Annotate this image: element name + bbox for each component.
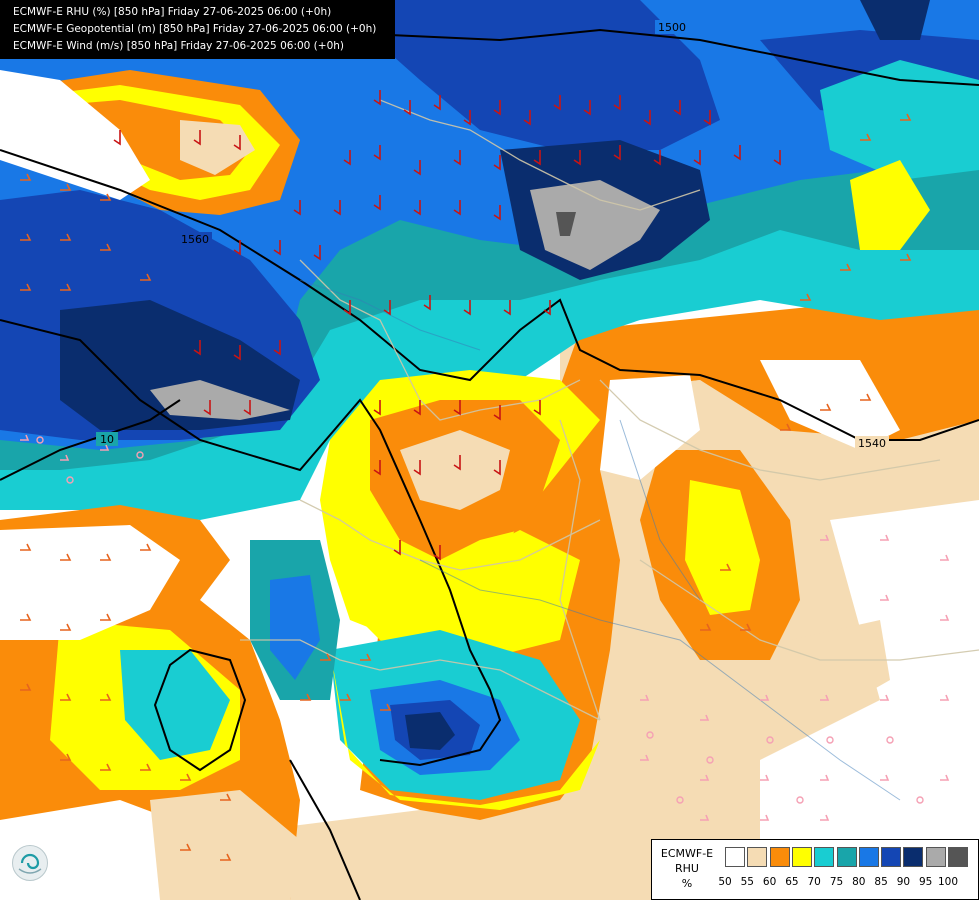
contour-southwest-edge xyxy=(289,759,361,900)
rhu-zone-75-east-finger xyxy=(820,60,979,180)
contour-1560 xyxy=(0,149,979,441)
rivers xyxy=(299,279,901,801)
rhu-zone-90-northeast xyxy=(860,0,930,40)
title-line-geopotential: ECMWF-E Geopotential (m) [850 hPa] Frida… xyxy=(13,23,377,35)
rhu-zone-95-north-c xyxy=(530,180,660,270)
rhu-zone-55-southwest xyxy=(150,790,300,900)
rhu-zone-65-east-blob xyxy=(685,480,760,615)
rhu-zone-95-northwest xyxy=(150,380,290,420)
title-line-rhu: ECMWF-E RHU (%) [850 hPa] Friday 27-06-2… xyxy=(13,6,332,18)
title-line-wind: ECMWF-E Wind (m/s) [850 hPa] Friday 27-0… xyxy=(13,40,345,52)
contour-label-1540: 1540 xyxy=(858,437,886,450)
rhu-zone-65-central-south xyxy=(350,530,580,660)
contour-label-10: 10 xyxy=(100,433,114,446)
map-title-box: ECMWF-E RHU (%) [850 hPa] Friday 27-06-2… xyxy=(0,0,395,59)
rhu-zone-55-southeast xyxy=(780,620,890,720)
legend-tick-label: 70 xyxy=(807,876,821,888)
rhu-zone-65-east-spot xyxy=(850,160,930,250)
rhu-zone-50-southwest xyxy=(0,525,180,640)
legend-swatch xyxy=(948,847,968,867)
legend-swatch xyxy=(725,847,745,867)
rhu-zone-100-north-c xyxy=(556,212,576,236)
rhu-zone-50-northwest xyxy=(0,70,150,200)
legend-tick-label: 95 xyxy=(919,876,933,888)
legend-model: ECMWF-E xyxy=(660,847,714,860)
wind-barbs xyxy=(20,90,950,861)
legend-tick-label: 90 xyxy=(896,876,911,888)
contour-1500 xyxy=(389,28,979,86)
legend-label: ECMWF-E RHU % xyxy=(652,846,722,891)
rhu-zone-80-south-west xyxy=(270,575,320,680)
legend-swatch xyxy=(814,847,835,867)
rhu-zone-70-southwest xyxy=(120,650,230,760)
legend-swatch xyxy=(769,847,790,867)
legend-variable: RHU xyxy=(675,862,699,875)
legend-tick-label: 75 xyxy=(829,876,844,888)
legend-tick-label: 85 xyxy=(874,876,888,888)
contour-southwest-loop xyxy=(153,648,247,772)
rhu-zone-50-east-c xyxy=(760,500,979,900)
legend-swatch xyxy=(925,847,946,867)
legend-unit: % xyxy=(681,877,693,890)
rhu-zone-50-east-a xyxy=(600,375,700,480)
legend-tick-label: 60 xyxy=(762,876,777,888)
legend-swatch xyxy=(903,847,924,867)
ecmwf-logo-icon xyxy=(12,845,48,881)
legend-tick-label: 65 xyxy=(785,876,799,888)
legend-swatch xyxy=(836,847,857,867)
legend-tick-label: 55 xyxy=(740,876,754,888)
legend-swatch xyxy=(791,847,812,867)
rhu-legend: ECMWF-E RHU % 50 55 60 65 70 75 80 85 90 95 100 xyxy=(651,839,979,900)
contour-label-1560: 1560 xyxy=(181,233,209,246)
rhu-zone-90-south xyxy=(405,712,455,750)
legend-tick-label: 100 xyxy=(937,876,959,888)
legend-swatch xyxy=(858,847,879,867)
contour-label-1500: 1500 xyxy=(658,21,686,34)
legend-tick-label: 50 xyxy=(718,876,732,888)
legend-swatch xyxy=(881,847,902,867)
rhu-zone-55-northwest xyxy=(180,120,255,175)
rhu-zone-50-east-b xyxy=(760,360,900,450)
legend-tick-label: 80 xyxy=(852,876,866,888)
rhu-zone-55-central-core xyxy=(400,430,510,510)
legend-swatch xyxy=(747,847,768,867)
